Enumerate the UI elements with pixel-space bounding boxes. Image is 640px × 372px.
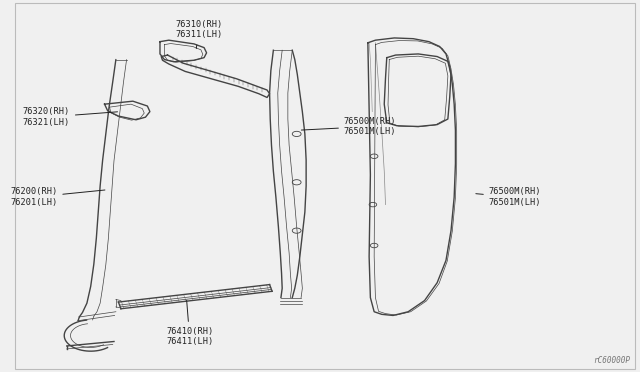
Text: 76320(RH)
76321(LH): 76320(RH) 76321(LH) <box>22 108 118 127</box>
Text: 76200(RH)
76201(LH): 76200(RH) 76201(LH) <box>10 187 105 207</box>
Text: 76410(RH)
76411(LH): 76410(RH) 76411(LH) <box>166 300 213 346</box>
Text: 76310(RH)
76311(LH): 76310(RH) 76311(LH) <box>175 20 223 49</box>
Text: rC60000P: rC60000P <box>593 356 630 365</box>
Text: 76500M(RH)
76501M(LH): 76500M(RH) 76501M(LH) <box>301 117 396 136</box>
Text: 76500M(RH)
76501M(LH): 76500M(RH) 76501M(LH) <box>476 187 541 207</box>
